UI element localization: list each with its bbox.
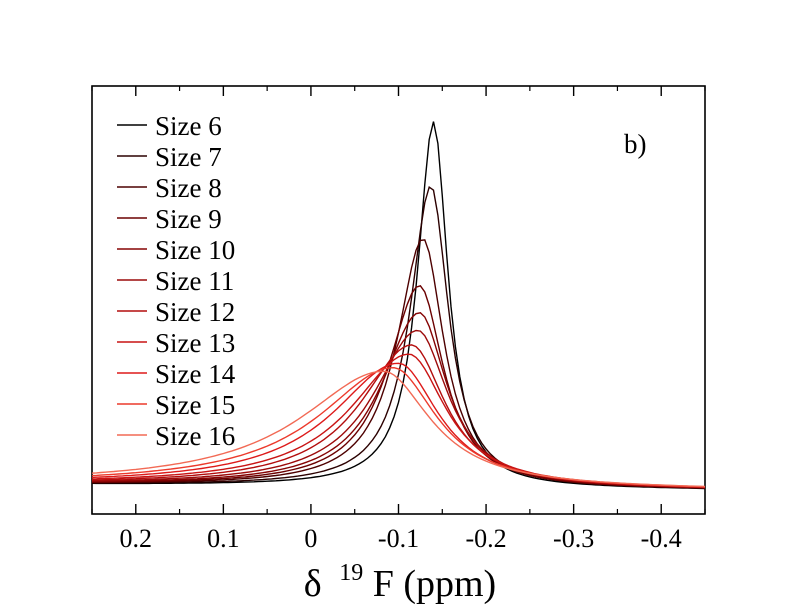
spectrum-curves — [91, 121, 706, 490]
x-tick-label: -0.2 — [465, 524, 506, 553]
legend-label: Size 12 — [155, 297, 235, 327]
plot-area: 0.2 0.1 0 -0.1 -0.2 -0.3 -0.4 — [91, 85, 706, 553]
x-tick-label: -0.3 — [553, 524, 594, 553]
legend-label: Size 8 — [155, 173, 222, 203]
x-tick-label: -0.1 — [378, 524, 419, 553]
series-line-size-16 — [91, 370, 706, 488]
legend-label: Size 13 — [155, 328, 235, 358]
panel-label: b) — [624, 129, 647, 159]
legend-label: Size 14 — [155, 359, 236, 389]
legend-label: Size 15 — [155, 390, 235, 420]
legend-label: Size 10 — [155, 235, 235, 265]
x-tick-label: -0.4 — [641, 524, 682, 553]
legend-label: Size 6 — [155, 111, 222, 141]
legend-label: Size 11 — [155, 266, 234, 296]
x-axis-label-rest: F (ppm) — [373, 563, 497, 605]
x-tick-label: 0.1 — [207, 524, 240, 553]
legend-label: Size 16 — [155, 421, 235, 451]
legend-label: Size 7 — [155, 142, 222, 172]
x-axis-label-symbol: δ — [304, 563, 322, 605]
series-line-size-6 — [91, 121, 706, 490]
x-axis-label: δ 19 F (ppm) — [304, 547, 496, 605]
x-axis-ticks: 0.2 0.1 0 -0.1 -0.2 -0.3 -0.4 — [91, 86, 706, 553]
x-axis-label-superscript: 19 — [339, 560, 363, 586]
x-tick-label: 0.2 — [120, 524, 153, 553]
x-tick-label: 0 — [304, 524, 317, 553]
legend-label: Size 9 — [155, 204, 222, 234]
